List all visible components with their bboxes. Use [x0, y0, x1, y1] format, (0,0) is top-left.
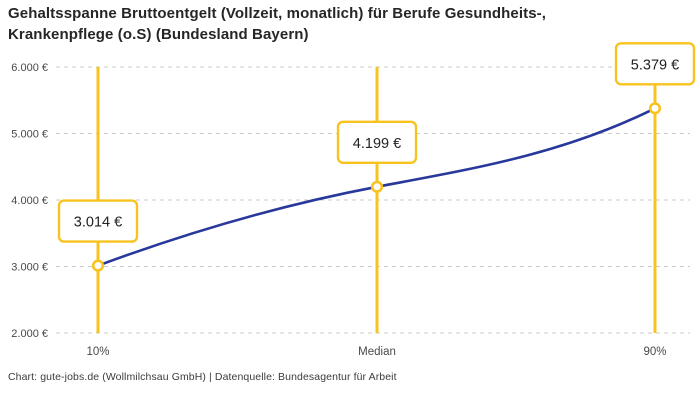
data-point-marker [648, 102, 662, 115]
x-tick-label: Median [358, 346, 396, 358]
y-tick-label: 4.000 € [11, 195, 48, 207]
x-tick-label: 90% [643, 346, 666, 358]
data-point-marker [91, 259, 105, 272]
value-label-box [614, 42, 696, 86]
value-label: 5.379 € [631, 57, 679, 73]
value-label-box [57, 199, 139, 243]
y-tick-label: 3.000 € [11, 262, 48, 274]
y-tick-label: 6.000 € [11, 62, 48, 74]
data-point-marker [370, 180, 384, 193]
chart-source-footer: Chart: gute-jobs.de (Wollmilchsau GmbH) … [8, 371, 397, 383]
chart-title: Gehaltsspanne Bruttoentgelt (Vollzeit, m… [8, 5, 547, 43]
value-label-box [336, 120, 418, 165]
x-tick-label: 10% [86, 346, 109, 358]
value-label: 3.014 € [74, 215, 122, 231]
y-tick-label: 5.000 € [11, 129, 48, 141]
y-tick-label: 2.000 € [11, 328, 48, 340]
value-label: 4.199 € [353, 136, 401, 152]
